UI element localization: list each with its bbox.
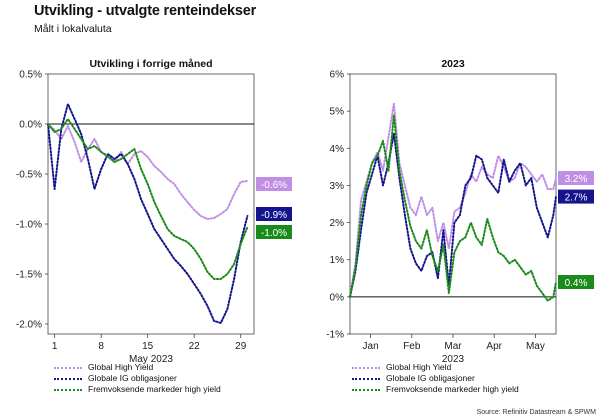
series-line-3 <box>47 118 249 280</box>
y-tick-label: 3% <box>330 181 345 192</box>
x-axis-title: May 2023 <box>129 354 173 365</box>
panel-title: 2023 <box>441 58 465 70</box>
legend-swatch <box>54 389 82 391</box>
legend-swatch <box>352 389 380 391</box>
legend-item: Fremvoksende markeder high yield <box>54 384 221 395</box>
end-label: -0.6% <box>261 180 287 191</box>
legend-swatch <box>352 367 380 369</box>
x-tick-label: 22 <box>189 341 201 352</box>
end-label-box <box>256 207 292 221</box>
x-tick-label: 15 <box>142 341 154 352</box>
x-tick-label: Feb <box>403 341 421 352</box>
plot-frame <box>349 73 557 335</box>
x-tick-label: 29 <box>235 341 247 352</box>
y-tick-label: 5% <box>330 107 345 118</box>
end-label-box <box>558 189 594 204</box>
legend-item: Globale IG obligasjoner <box>54 373 221 384</box>
legend-item: Fremvoksende markeder high yield <box>352 384 519 395</box>
end-label-box <box>256 177 292 191</box>
y-tick-label: 4% <box>330 144 345 155</box>
end-label: 2.7% <box>565 193 588 204</box>
end-label: -0.9% <box>261 210 287 221</box>
legend-label: Global High Yield <box>386 362 452 372</box>
x-tick-label: Mar <box>444 341 462 352</box>
legend-label: Global High Yield <box>88 362 154 372</box>
legend-item: Global High Yield <box>352 362 519 373</box>
series-line-1 <box>349 102 557 298</box>
y-tick-label: -0.5% <box>16 170 42 181</box>
y-tick-label: 0.0% <box>19 120 42 131</box>
y-tick-label: -1.5% <box>16 270 42 281</box>
y-tick-label: 6% <box>330 70 345 81</box>
x-tick-label: 1 <box>52 341 58 352</box>
legend-item: Globale IG obligasjoner <box>352 373 519 384</box>
end-label: 3.2% <box>565 174 588 185</box>
end-label-box <box>558 171 594 185</box>
end-label: -1.0% <box>261 228 287 239</box>
x-tick-label: Jan <box>363 341 379 352</box>
x-tick-label: Apr <box>486 341 502 352</box>
end-label-box <box>256 225 292 239</box>
end-label-box <box>558 275 594 289</box>
y-tick-label: 2% <box>330 218 345 229</box>
legend-swatch <box>54 367 82 369</box>
legend-right: Global High Yield Globale IG obligasjoner… <box>352 362 519 395</box>
legend-swatch <box>54 378 82 380</box>
series-line-3 <box>349 113 557 302</box>
series-line-1 <box>47 123 249 220</box>
panel-title: Utvikling i forrige måned <box>89 58 212 70</box>
legend-swatch <box>352 378 380 380</box>
legend-label: Globale IG obligasjoner <box>386 373 475 383</box>
y-tick-label: 0% <box>330 292 345 303</box>
legend-label: Globale IG obligasjoner <box>88 373 177 383</box>
end-label: 0.4% <box>565 278 588 289</box>
source-note: Source: Refinitiv Datastream & SPWM <box>476 409 596 416</box>
x-tick-label: 8 <box>98 341 104 352</box>
y-tick-label: -1% <box>326 330 344 341</box>
y-tick-label: 1% <box>330 255 345 266</box>
x-tick-label: May <box>526 341 545 352</box>
y-tick-label: -2.0% <box>16 320 42 331</box>
x-axis-title: 2023 <box>442 354 465 365</box>
plot-frame <box>47 73 255 335</box>
legend-item: Global High Yield <box>54 362 221 373</box>
series-line-2 <box>349 132 557 298</box>
chart-subtitle: Målt i lokalvaluta <box>34 23 112 35</box>
y-tick-label: 0.5% <box>19 70 42 81</box>
series-line-2 <box>47 103 249 324</box>
legend-label: Fremvoksende markeder high yield <box>88 384 221 394</box>
y-tick-label: -1.0% <box>16 220 42 231</box>
legend-left: Global High Yield Globale IG obligasjoner… <box>54 362 221 395</box>
chart-title: Utvikling - utvalgte renteindekser <box>34 3 257 19</box>
legend-label: Fremvoksende markeder high yield <box>386 384 519 394</box>
